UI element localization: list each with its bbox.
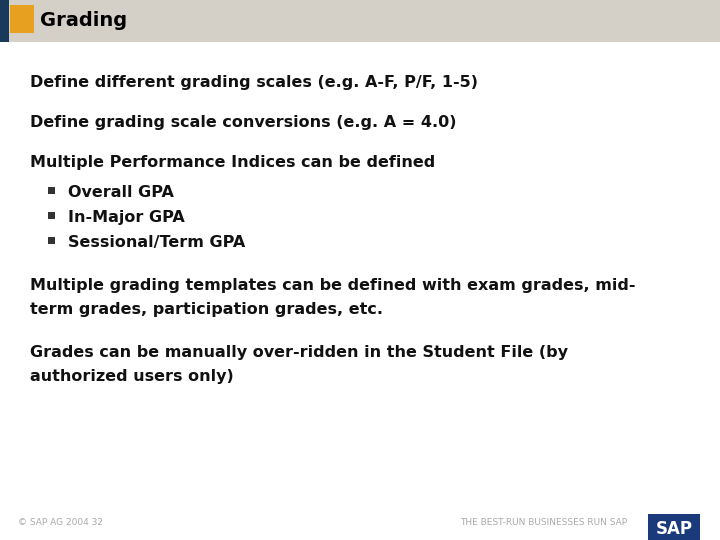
FancyBboxPatch shape [648,514,700,540]
Text: Sessional/Term GPA: Sessional/Term GPA [68,235,246,250]
Text: In-Major GPA: In-Major GPA [68,210,185,225]
Text: term grades, participation grades, etc.: term grades, participation grades, etc. [30,302,383,317]
Text: Define grading scale conversions (e.g. A = 4.0): Define grading scale conversions (e.g. A… [30,115,456,130]
Bar [48,237,55,244]
Text: Define different grading scales (e.g. A-F, P/F, 1-5): Define different grading scales (e.g. A-… [30,75,478,90]
Text: SAP: SAP [655,520,693,538]
Bar [0,0,720,42]
Text: THE BEST-RUN BUSINESSES RUN SAP: THE BEST-RUN BUSINESSES RUN SAP [460,518,627,527]
Bar [10,5,34,33]
Text: authorized users only): authorized users only) [30,369,234,384]
Bar [48,187,55,194]
Text: Overall GPA: Overall GPA [68,185,174,200]
Text: Multiple grading templates can be defined with exam grades, mid-: Multiple grading templates can be define… [30,278,636,293]
Text: Grades can be manually over-ridden in the Student File (by: Grades can be manually over-ridden in th… [30,345,568,360]
Bar [0,0,9,42]
Text: Grading: Grading [40,11,127,30]
Bar [48,212,55,219]
Text: Multiple Performance Indices can be defined: Multiple Performance Indices can be defi… [30,155,436,170]
Text: © SAP AG 2004 32: © SAP AG 2004 32 [18,518,103,527]
